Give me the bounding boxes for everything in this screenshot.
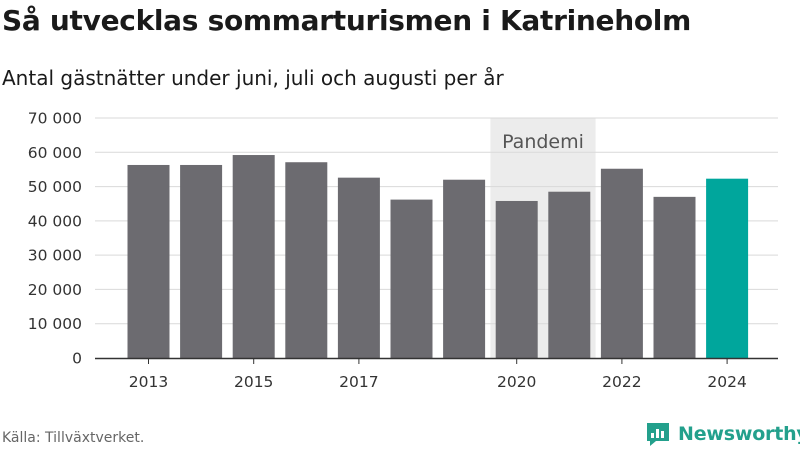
bar-2013 (127, 164, 170, 358)
x-tick-label: 2020 (497, 373, 536, 391)
brand-name: Newsworthy (678, 423, 800, 445)
y-tick-label: 60 000 (28, 144, 82, 162)
chart-title: Så utvecklas sommarturismen i Katrinehol… (2, 4, 691, 37)
annotation-label-pandemi: Pandemi (502, 131, 584, 153)
bar-2019 (443, 179, 486, 358)
bar-2020 (495, 200, 538, 358)
source-note: Källa: Tillväxtverket. (2, 430, 145, 446)
y-tick-label: 40 000 (28, 212, 82, 230)
y-tick-label: 70 000 (28, 110, 82, 128)
newsworthy-logo: Newsworthy (644, 419, 800, 449)
bar-2024 (706, 178, 749, 358)
x-tick-label: 2024 (707, 373, 746, 391)
bar-2021 (548, 191, 591, 358)
y-tick-label: 30 000 (28, 247, 82, 265)
y-tick-label: 10 000 (28, 315, 82, 333)
y-tick-label: 0 (72, 350, 82, 368)
chart-subtitle: Antal gästnätter under juni, juli och au… (2, 66, 504, 90)
x-tick-label: 2017 (339, 373, 378, 391)
bar-2023 (653, 196, 696, 358)
y-tick-label: 20 000 (28, 281, 82, 299)
bar-2017 (337, 177, 380, 358)
x-tick-label: 2015 (234, 373, 273, 391)
x-tick-label: 2022 (602, 373, 641, 391)
bar-2015 (232, 155, 275, 358)
newsworthy-chat-chart-icon (647, 423, 669, 446)
bar-2022 (600, 168, 643, 358)
bar-2016 (285, 162, 328, 358)
bar-2014 (180, 164, 223, 358)
y-tick-label: 50 000 (28, 178, 82, 196)
bar-2018 (390, 199, 433, 358)
x-tick-label: 2013 (129, 373, 168, 391)
